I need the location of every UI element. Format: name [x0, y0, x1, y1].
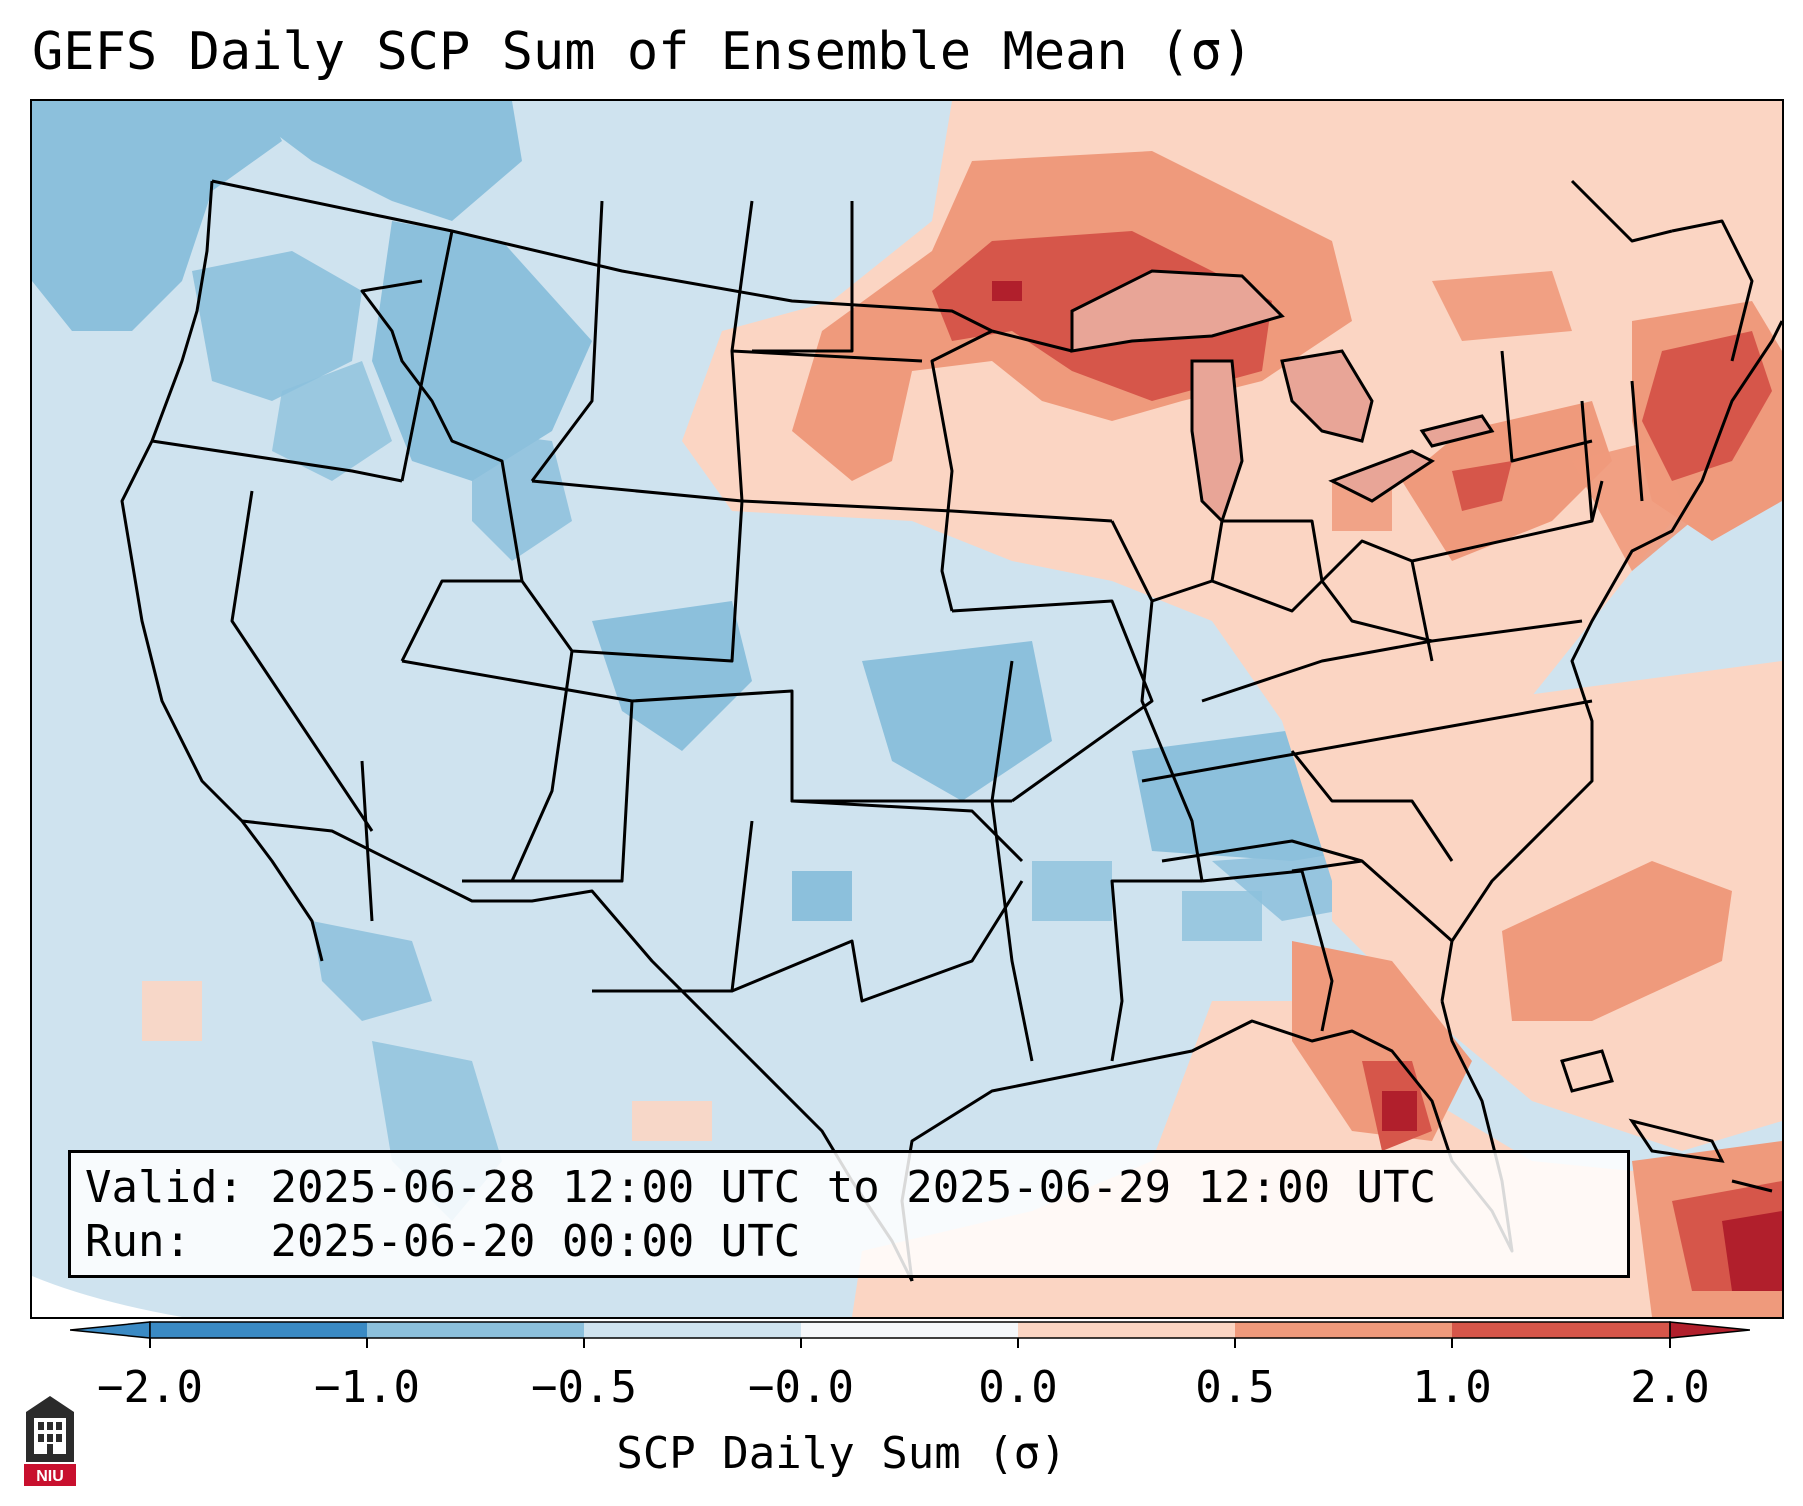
colorbar-label: SCP Daily Sum (σ) [616, 1428, 1067, 1479]
valid-label: Valid: [85, 1162, 244, 1213]
colorbar-tick-label: 2.0 [1630, 1362, 1710, 1413]
great-lakes [1070, 269, 1495, 524]
colorbar-extend-low [70, 1321, 151, 1339]
colorbar-tick-label: 0.5 [1195, 1362, 1275, 1413]
colorbar-ticks [149, 1338, 1671, 1348]
colorbar-bin-1 [150, 1322, 367, 1338]
valid-run-info-box: Valid: 2025-06-28 12:00 UTC to 2025-06-2… [68, 1150, 1630, 1278]
colorbar-tick-label: −1.0 [314, 1362, 420, 1413]
colorbar-bin-3 [584, 1322, 801, 1338]
colorbar-bin-4 [801, 1322, 1018, 1338]
colorbar-tick-label: 0.0 [978, 1362, 1058, 1413]
valid-range: 2025-06-28 12:00 UTC to 2025-06-29 12:00… [270, 1162, 1437, 1213]
niu-logo: NIU [24, 1396, 76, 1486]
colorbar-tick-label: −0.5 [531, 1362, 637, 1413]
colorbar [70, 1321, 1750, 1348]
off-domain-corner [32, 1276, 182, 1317]
map-canvas [32, 101, 1782, 1317]
colorbar-bin-2 [367, 1322, 584, 1338]
plot-title: GEFS Daily SCP Sum of Ensemble Mean (σ) [32, 22, 1253, 82]
colorbar-bin-6 [1235, 1322, 1452, 1338]
colorbar-extend-high [1669, 1321, 1750, 1339]
colorbar-tick-label: 1.0 [1412, 1362, 1492, 1413]
colorbar-bin-7 [1452, 1322, 1670, 1338]
logo-text: NIU [36, 1468, 64, 1485]
colorbar-bin-5 [1018, 1322, 1235, 1338]
run-label: Run: [85, 1216, 191, 1267]
colorbar-tick-label: −0.0 [748, 1362, 854, 1413]
caribbean-islands [1560, 1049, 1773, 1193]
colorbar-frame [149, 1321, 1671, 1339]
run-time: 2025-06-20 00:00 UTC [270, 1216, 801, 1267]
map-panel [30, 99, 1784, 1319]
colorbar-tick-label: −2.0 [97, 1362, 203, 1413]
